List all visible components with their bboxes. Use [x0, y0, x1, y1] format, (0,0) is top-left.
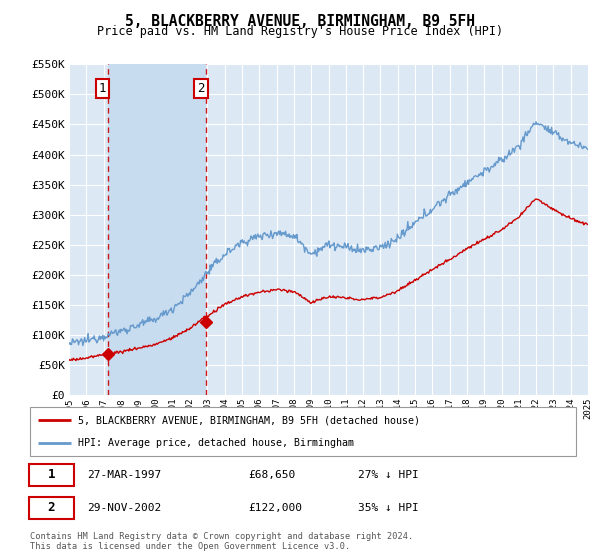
Text: 5, BLACKBERRY AVENUE, BIRMINGHAM, B9 5FH (detached house): 5, BLACKBERRY AVENUE, BIRMINGHAM, B9 5FH… [78, 416, 420, 426]
FancyBboxPatch shape [29, 464, 74, 486]
Text: Price paid vs. HM Land Registry's House Price Index (HPI): Price paid vs. HM Land Registry's House … [97, 25, 503, 38]
Text: 5, BLACKBERRY AVENUE, BIRMINGHAM, B9 5FH: 5, BLACKBERRY AVENUE, BIRMINGHAM, B9 5FH [125, 14, 475, 29]
Text: 27% ↓ HPI: 27% ↓ HPI [358, 470, 418, 480]
Text: £68,650: £68,650 [248, 470, 296, 480]
Text: 2: 2 [47, 501, 55, 515]
Text: 29-NOV-2002: 29-NOV-2002 [88, 503, 161, 513]
Text: 27-MAR-1997: 27-MAR-1997 [88, 470, 161, 480]
Bar [107, 64, 206, 395]
FancyBboxPatch shape [29, 497, 74, 519]
Text: Contains HM Land Registry data © Crown copyright and database right 2024.
This d: Contains HM Land Registry data © Crown c… [30, 532, 413, 552]
Text: 2: 2 [197, 82, 205, 95]
Text: HPI: Average price, detached house, Birmingham: HPI: Average price, detached house, Birm… [78, 438, 354, 448]
Text: 1: 1 [47, 468, 55, 482]
Text: £122,000: £122,000 [248, 503, 302, 513]
FancyBboxPatch shape [30, 407, 576, 456]
Text: 1: 1 [98, 82, 106, 95]
Text: 35% ↓ HPI: 35% ↓ HPI [358, 503, 418, 513]
